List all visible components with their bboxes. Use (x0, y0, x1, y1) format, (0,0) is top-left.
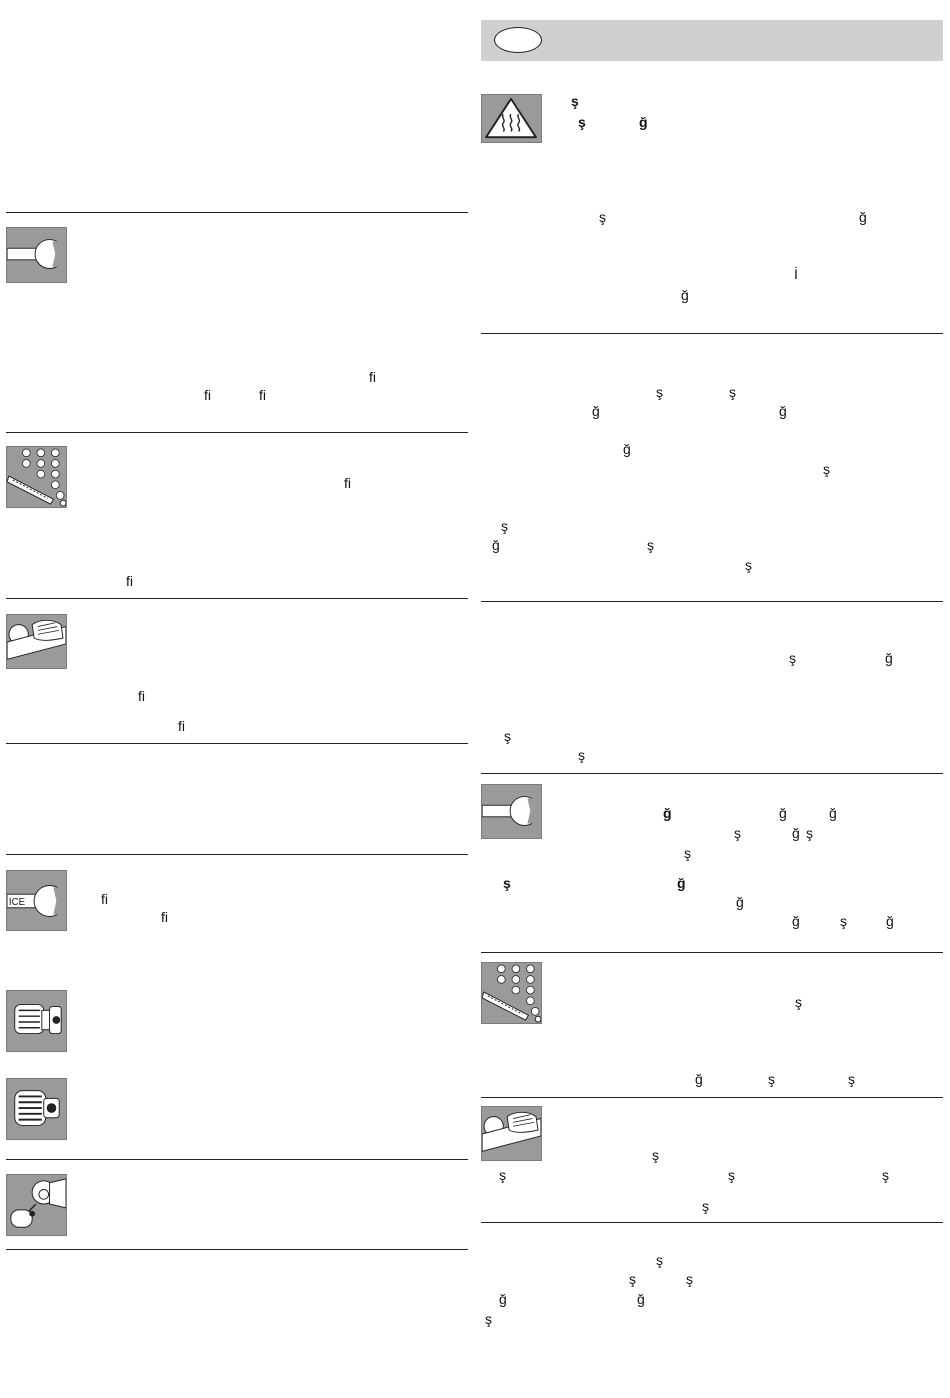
text-fragment: ş (848, 1071, 855, 1087)
text-fragment: ş (686, 1271, 693, 1287)
text-fragment: ﬁ (204, 387, 211, 403)
text-fragment: ğ (499, 1291, 507, 1307)
divider (6, 854, 468, 855)
gauge-calibration-icon (481, 962, 542, 1024)
service-icon-label: ICE (9, 897, 26, 908)
text-fragment: ş (504, 728, 511, 744)
service-wrench-icon: ICE (6, 870, 67, 931)
text-fragment: ş (571, 93, 579, 109)
wrench-icon (6, 227, 67, 283)
divider (6, 1249, 468, 1250)
text-fragment: ğ (623, 441, 631, 457)
text-fragment: ş (728, 1167, 735, 1183)
text-fragment: ﬁ (138, 688, 145, 704)
text-fragment: ﬁ (178, 718, 185, 734)
text-fragment: ğ (792, 825, 800, 841)
divider (481, 1222, 943, 1223)
divider (6, 598, 468, 599)
divider (481, 1097, 943, 1098)
text-fragment: ş (823, 461, 830, 477)
divider (481, 952, 943, 953)
gauge-calibration-icon (6, 446, 67, 508)
divider (481, 333, 943, 334)
text-fragment: ş (501, 518, 508, 534)
text-fragment: ğ (492, 537, 500, 553)
text-fragment: ﬁ (344, 475, 351, 491)
divider (6, 212, 468, 213)
text-fragment: ğ (886, 913, 894, 929)
text-fragment: ğ (637, 1291, 645, 1307)
text-fragment: ş (745, 557, 752, 573)
text-fragment: ğ (639, 114, 648, 130)
divider (481, 601, 943, 602)
text-fragment: ş (599, 209, 606, 225)
wrench-icon (481, 784, 542, 839)
text-fragment: ş (734, 825, 741, 841)
text-fragment: ﬁ (161, 909, 168, 925)
language-header-bar (481, 20, 943, 61)
text-fragment: ﬁ (259, 387, 266, 403)
divider (6, 743, 468, 744)
text-fragment: ş (652, 1147, 659, 1163)
text-fragment: ﬁ (101, 891, 108, 907)
text-fragment: ğ (663, 805, 672, 821)
text-fragment: ğ (859, 209, 867, 225)
cartridge-icon (6, 990, 67, 1052)
text-fragment: ğ (695, 1071, 703, 1087)
text-fragment: ğ (736, 894, 744, 910)
text-fragment: ş (578, 747, 585, 763)
text-fragment: ş (729, 384, 736, 400)
text-fragment: ğ (681, 287, 689, 303)
text-fragment: ş (840, 913, 847, 929)
hot-surface-warning-icon (481, 94, 542, 143)
text-fragment: ş (702, 1198, 709, 1214)
text-fragment: ğ (829, 805, 837, 821)
text-fragment: ş (647, 537, 654, 553)
text-fragment: ﬁ (126, 573, 133, 589)
text-fragment: ş (503, 875, 511, 891)
text-fragment: ğ (677, 875, 686, 891)
text-fragment: ş (629, 1271, 636, 1287)
filter-assembly-icon (6, 1174, 67, 1236)
divider (6, 1159, 468, 1160)
hand-on-pipe-icon (6, 614, 67, 669)
language-badge-oval (494, 27, 542, 53)
text-fragment: ğ (779, 805, 787, 821)
hand-on-pipe-icon (481, 1106, 542, 1161)
text-fragment: ş (499, 1167, 506, 1183)
divider (481, 773, 943, 774)
text-fragment: ğ (792, 913, 800, 929)
text-fragment: ş (795, 994, 802, 1010)
text-fragment: ş (684, 845, 691, 861)
text-fragment: ş (578, 114, 586, 130)
text-fragment: ğ (592, 403, 600, 419)
text-fragment: ş (789, 650, 796, 666)
divider (6, 432, 468, 433)
text-fragment: ş (806, 825, 813, 841)
text-fragment: ﬁ (369, 369, 376, 385)
text-fragment: ş (656, 1252, 663, 1268)
text-fragment: ş (882, 1167, 889, 1183)
text-fragment: ğ (779, 403, 787, 419)
text-fragment: ş (485, 1311, 492, 1327)
text-fragment: ş (768, 1071, 775, 1087)
text-fragment: ğ (885, 650, 893, 666)
thermostatic-cartridge-icon (6, 1078, 67, 1140)
text-fragment: İ (794, 266, 798, 282)
text-fragment: ş (656, 384, 663, 400)
